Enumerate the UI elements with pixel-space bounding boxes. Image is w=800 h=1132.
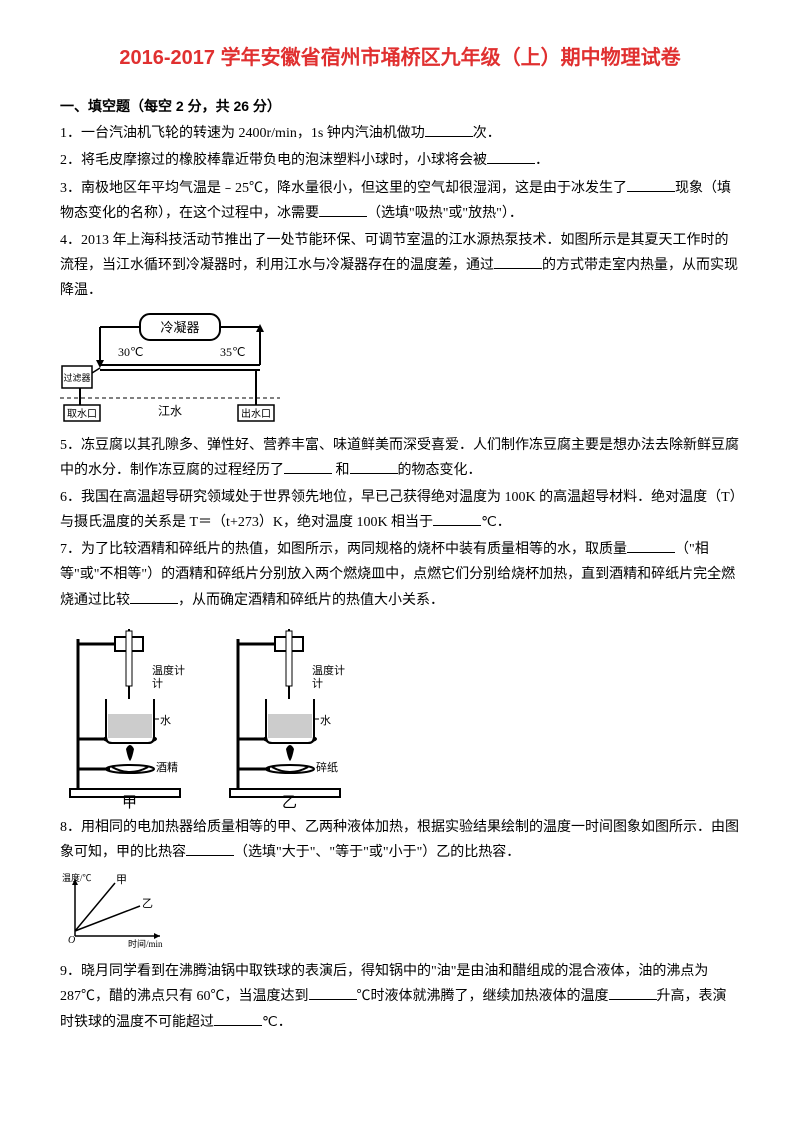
q8-blank — [186, 841, 234, 856]
q9-blank-3 — [214, 1011, 262, 1026]
fig4-temp-out: 35℃ — [220, 345, 245, 359]
q7-blank-1 — [627, 538, 675, 553]
question-6: 6．我国在高温超导研究领域处于世界领先地位，早已己获得绝对温度为 100K 的高… — [60, 485, 740, 535]
fig4-filter-label: 过滤器 — [63, 372, 90, 383]
q8-text-b: （选填"大于"、"等于"或"小于"）乙的比热容． — [234, 845, 520, 860]
fig8-xlabel: 时间/min — [128, 938, 163, 949]
q1-text-a: 1．一台汽油机飞轮的转速为 2400r/min，1s 钟内汽油机做功 — [60, 126, 425, 141]
q7-text-c: ，从而确定酒精和碎纸片的热值大小关系． — [178, 593, 444, 608]
fig4-inlet-label: 取水口 — [67, 408, 97, 420]
q5-text-c: 的物态变化． — [398, 463, 482, 478]
q9-blank-2 — [609, 985, 657, 1000]
fig7a-water-label: 水 — [160, 714, 171, 727]
fig7-apparatus-jia: 温度计 计 水 酒精 甲 — [60, 619, 190, 809]
question-8: 8．用相同的电加热器给质量相等的甲、乙两种液体加热，根据实验结果绘制的温度一时间… — [60, 815, 740, 865]
fig7a-thermo-label: 温度计 — [152, 663, 185, 677]
fig4-outlet-label: 出水口 — [241, 407, 271, 420]
q3-blank-1 — [627, 177, 675, 192]
section-1-heading: 一、填空题（每空 2 分，共 26 分） — [60, 94, 740, 119]
fig7b-thermo-label: 温度计 — [312, 663, 345, 677]
fig7-apparatus-yi: 温度计 计 水 碎纸 乙 — [220, 619, 350, 809]
fig7a-fuel-label: 酒精 — [156, 761, 178, 774]
question-4: 4．2013 年上海科技活动节推出了一处节能环保、可调节室温的江水源热泵技术．如… — [60, 228, 740, 304]
q3-blank-2 — [319, 202, 367, 217]
q4-blank — [494, 254, 542, 269]
fig8-yi-label: 乙 — [142, 897, 153, 910]
question-2: 2．将毛皮摩擦过的橡胶棒靠近带负电的泡沫塑料小球时，小球将会被 ． — [60, 148, 740, 173]
figure-7-apparatus: 温度计 计 水 酒精 甲 温度计 计 水 — [60, 619, 740, 809]
q5-blank-2 — [350, 459, 398, 474]
fig8-jia-label: 甲 — [116, 874, 127, 886]
svg-text:计: 计 — [152, 677, 163, 690]
svg-text:O: O — [68, 935, 75, 946]
q9-blank-1 — [309, 985, 357, 1000]
q6-text-a: 6．我国在高温超导研究领域处于世界领先地位，早已己获得绝对温度为 100K 的高… — [60, 490, 737, 530]
question-1: 1．一台汽油机飞轮的转速为 2400r/min，1s 钟内汽油机做功 次． — [60, 121, 740, 146]
figure-8-graph: 温度/℃ 时间/min O 甲 乙 — [60, 871, 740, 951]
fig4-river-label: 江水 — [158, 404, 182, 418]
fig4-temp-in: 30℃ — [118, 345, 143, 359]
fig7b-caption: 乙 — [282, 795, 297, 809]
fig8-ylabel: 温度/℃ — [62, 872, 92, 883]
q5-text-b: 和 — [332, 463, 350, 478]
q1-blank — [425, 122, 473, 137]
q2-blank — [487, 149, 535, 164]
q3-text-c: （选填"吸热"或"放热"）． — [367, 206, 523, 221]
q2-text-a: 2．将毛皮摩擦过的橡胶棒靠近带负电的泡沫塑料小球时，小球将会被 — [60, 153, 487, 168]
q5-blank-1 — [284, 459, 332, 474]
q6-blank — [433, 511, 481, 526]
fig7b-fuel-label: 碎纸 — [316, 760, 338, 774]
q2-text-b: ． — [535, 153, 549, 168]
svg-text:计: 计 — [312, 677, 323, 690]
q9-text-d: ℃． — [262, 1015, 292, 1030]
q6-text-b: ℃． — [481, 515, 511, 530]
figure-4-condenser-diagram: 冷凝器 30℃ 35℃ 过滤器 取水口 出水口 江水 — [60, 310, 740, 425]
q7-blank-2 — [130, 589, 178, 604]
q7-text-a: 7．为了比较酒精和碎纸片的热值，如图所示，两同规格的烧杯中装有质量相等的水，取质… — [60, 542, 627, 557]
q1-text-b: 次． — [473, 126, 501, 141]
fig4-condenser-label: 冷凝器 — [160, 320, 199, 335]
fig7a-caption: 甲 — [122, 795, 137, 809]
question-3: 3．南极地区年平均气温是﹣25℃，降水量很小，但这里的空气却很湿润，这是由于冰发… — [60, 176, 740, 226]
question-5: 5．冻豆腐以其孔隙多、弹性好、营养丰富、味道鲜美而深受喜爱．人们制作冻豆腐主要是… — [60, 433, 740, 483]
fig7b-water-label: 水 — [320, 714, 331, 727]
question-7: 7．为了比较酒精和碎纸片的热值，如图所示，两同规格的烧杯中装有质量相等的水，取质… — [60, 537, 740, 613]
q3-text-a: 3．南极地区年平均气温是﹣25℃，降水量很小，但这里的空气却很湿润，这是由于冰发… — [60, 181, 627, 196]
question-9: 9．晓月同学看到在沸腾油锅中取铁球的表演后，得知锅中的"油"是由油和醋组成的混合… — [60, 959, 740, 1035]
exam-title: 2016-2017 学年安徽省宿州市埇桥区九年级（上）期中物理试卷 — [60, 40, 740, 76]
q9-text-b: ℃时液体就沸腾了，继续加热液体的温度 — [357, 989, 609, 1004]
